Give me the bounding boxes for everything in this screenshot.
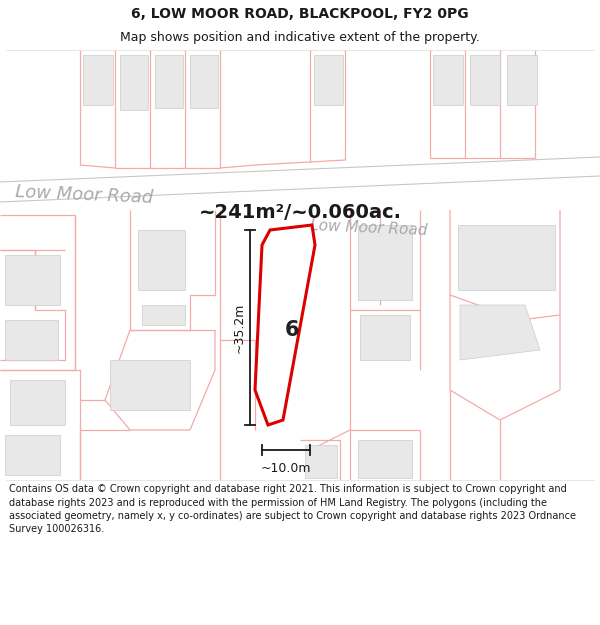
Text: ~241m²/~0.060ac.: ~241m²/~0.060ac.: [199, 202, 401, 221]
Text: Contains OS data © Crown copyright and database right 2021. This information is : Contains OS data © Crown copyright and d…: [9, 484, 576, 534]
Text: Map shows position and indicative extent of the property.: Map shows position and indicative extent…: [120, 31, 480, 44]
Polygon shape: [190, 55, 218, 108]
Text: ~35.2m: ~35.2m: [233, 302, 245, 352]
Polygon shape: [358, 440, 412, 478]
Polygon shape: [507, 55, 537, 105]
Polygon shape: [314, 55, 343, 105]
Polygon shape: [360, 315, 410, 360]
Polygon shape: [10, 380, 65, 425]
Polygon shape: [433, 55, 463, 105]
Text: ~10.0m: ~10.0m: [261, 461, 311, 474]
Polygon shape: [255, 225, 315, 425]
Polygon shape: [358, 225, 412, 300]
Polygon shape: [458, 225, 555, 290]
Text: Low Moor Road: Low Moor Road: [310, 218, 428, 238]
Text: Low Moor Road: Low Moor Road: [15, 183, 154, 207]
Text: 6, LOW MOOR ROAD, BLACKPOOL, FY2 0PG: 6, LOW MOOR ROAD, BLACKPOOL, FY2 0PG: [131, 7, 469, 21]
Polygon shape: [305, 445, 337, 478]
Polygon shape: [120, 55, 148, 110]
Polygon shape: [5, 435, 60, 475]
Polygon shape: [5, 320, 58, 360]
Polygon shape: [83, 55, 113, 105]
Polygon shape: [5, 255, 60, 305]
Polygon shape: [155, 55, 183, 108]
Polygon shape: [138, 230, 185, 290]
Polygon shape: [142, 305, 185, 325]
Polygon shape: [460, 305, 540, 360]
Polygon shape: [110, 360, 190, 410]
Polygon shape: [470, 55, 500, 105]
Text: 6: 6: [285, 320, 299, 340]
